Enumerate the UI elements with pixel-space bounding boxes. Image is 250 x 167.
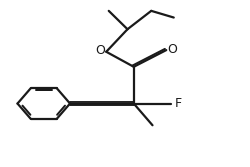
Text: F: F [175, 97, 182, 110]
Text: O: O [167, 43, 177, 56]
Text: O: O [95, 44, 105, 57]
